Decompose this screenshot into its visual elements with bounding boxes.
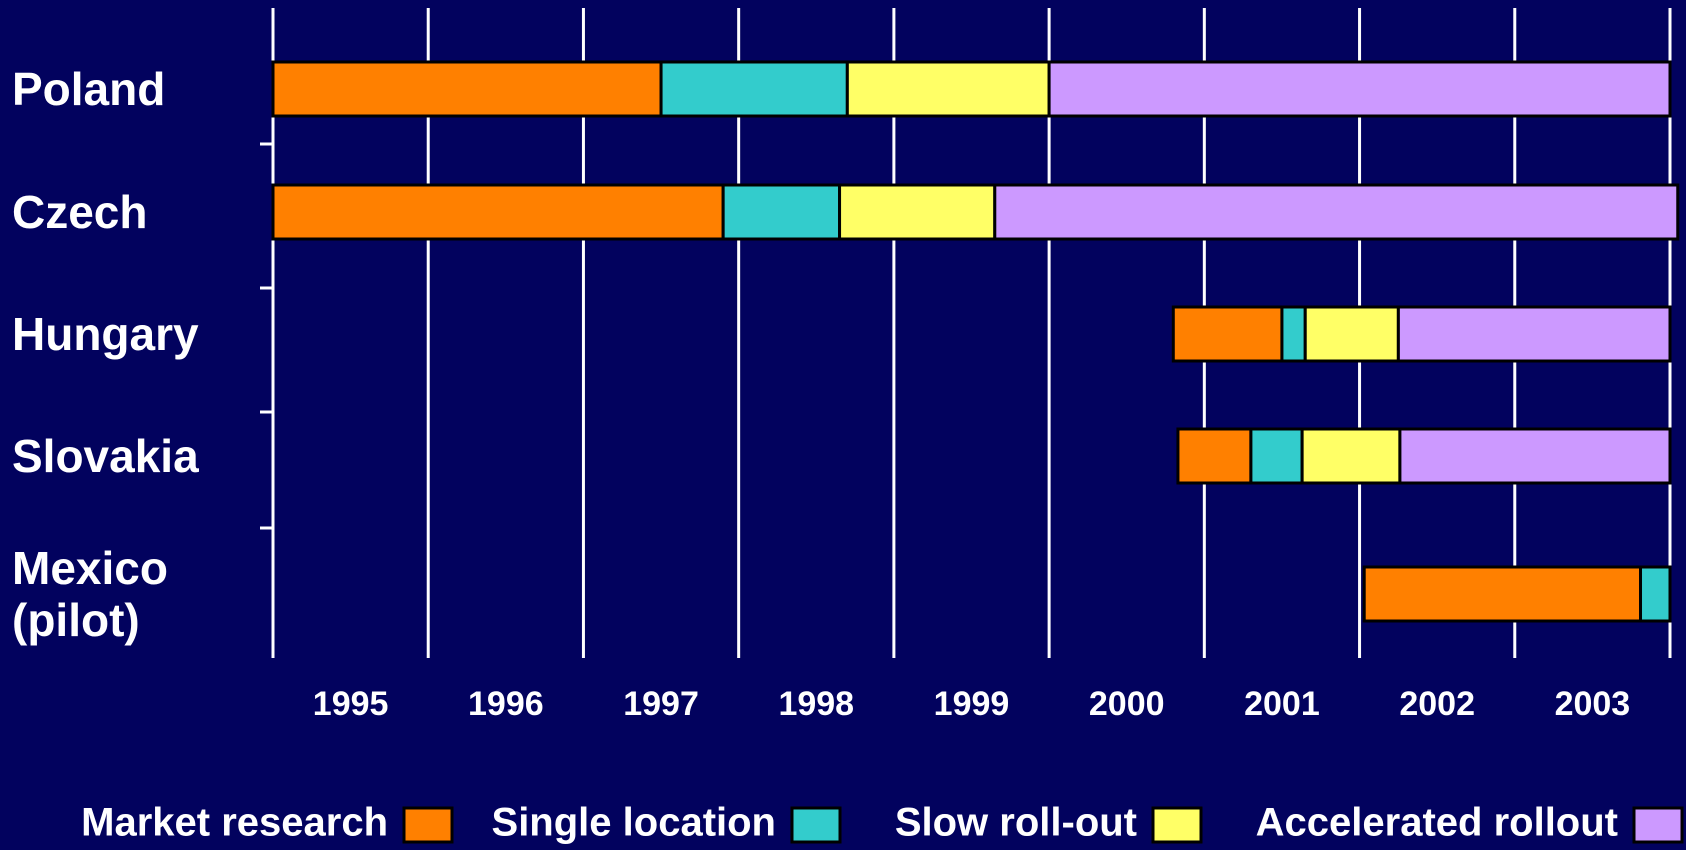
- legend-label: Accelerated rollout: [1256, 801, 1618, 845]
- bar-segment: [1280, 305, 1307, 363]
- x-tick-label: 1995: [313, 685, 389, 723]
- bar-segment: [1396, 305, 1672, 363]
- legend-swatch: [402, 806, 454, 844]
- x-tick-label: 2003: [1555, 685, 1631, 723]
- bar-segment: [993, 183, 1680, 241]
- bar-segment: [1398, 427, 1672, 485]
- category-label: Hungary: [12, 308, 199, 360]
- x-tick-label: 2002: [1399, 685, 1475, 723]
- bar-segment: [659, 60, 849, 118]
- legend-swatch: [1632, 806, 1684, 844]
- category-label: Czech: [12, 186, 148, 238]
- x-tick-label: 1999: [934, 685, 1010, 723]
- category-label: Poland: [12, 63, 166, 115]
- bar-segment: [838, 183, 997, 241]
- legend-swatch: [1151, 806, 1203, 844]
- x-tick-label: 1997: [623, 685, 699, 723]
- bar-segment: [271, 183, 725, 241]
- legend-label: Slow roll-out: [895, 801, 1137, 845]
- x-tick-label: 1998: [778, 685, 854, 723]
- legend-label: Market research: [81, 801, 388, 845]
- category-label: Slovakia: [12, 430, 199, 482]
- bar-segment: [1171, 305, 1284, 363]
- bar-segment: [1639, 565, 1672, 623]
- x-tick-label: 2001: [1244, 685, 1320, 723]
- bar-segment: [1300, 427, 1402, 485]
- x-tick-label: 2000: [1089, 685, 1165, 723]
- legend-label: Single location: [492, 801, 776, 845]
- bar-segment: [1047, 60, 1672, 118]
- bar-segment: [721, 183, 842, 241]
- bar-segment: [1303, 305, 1400, 363]
- legend-swatch: [790, 806, 842, 844]
- x-tick-label: 1996: [468, 685, 544, 723]
- bar-segment: [1176, 427, 1253, 485]
- bar-segment: [845, 60, 1051, 118]
- category-label: Mexico (pilot): [12, 542, 168, 646]
- bar-segment: [1362, 565, 1643, 623]
- bar-segment: [1249, 427, 1304, 485]
- bar-segment: [271, 60, 663, 118]
